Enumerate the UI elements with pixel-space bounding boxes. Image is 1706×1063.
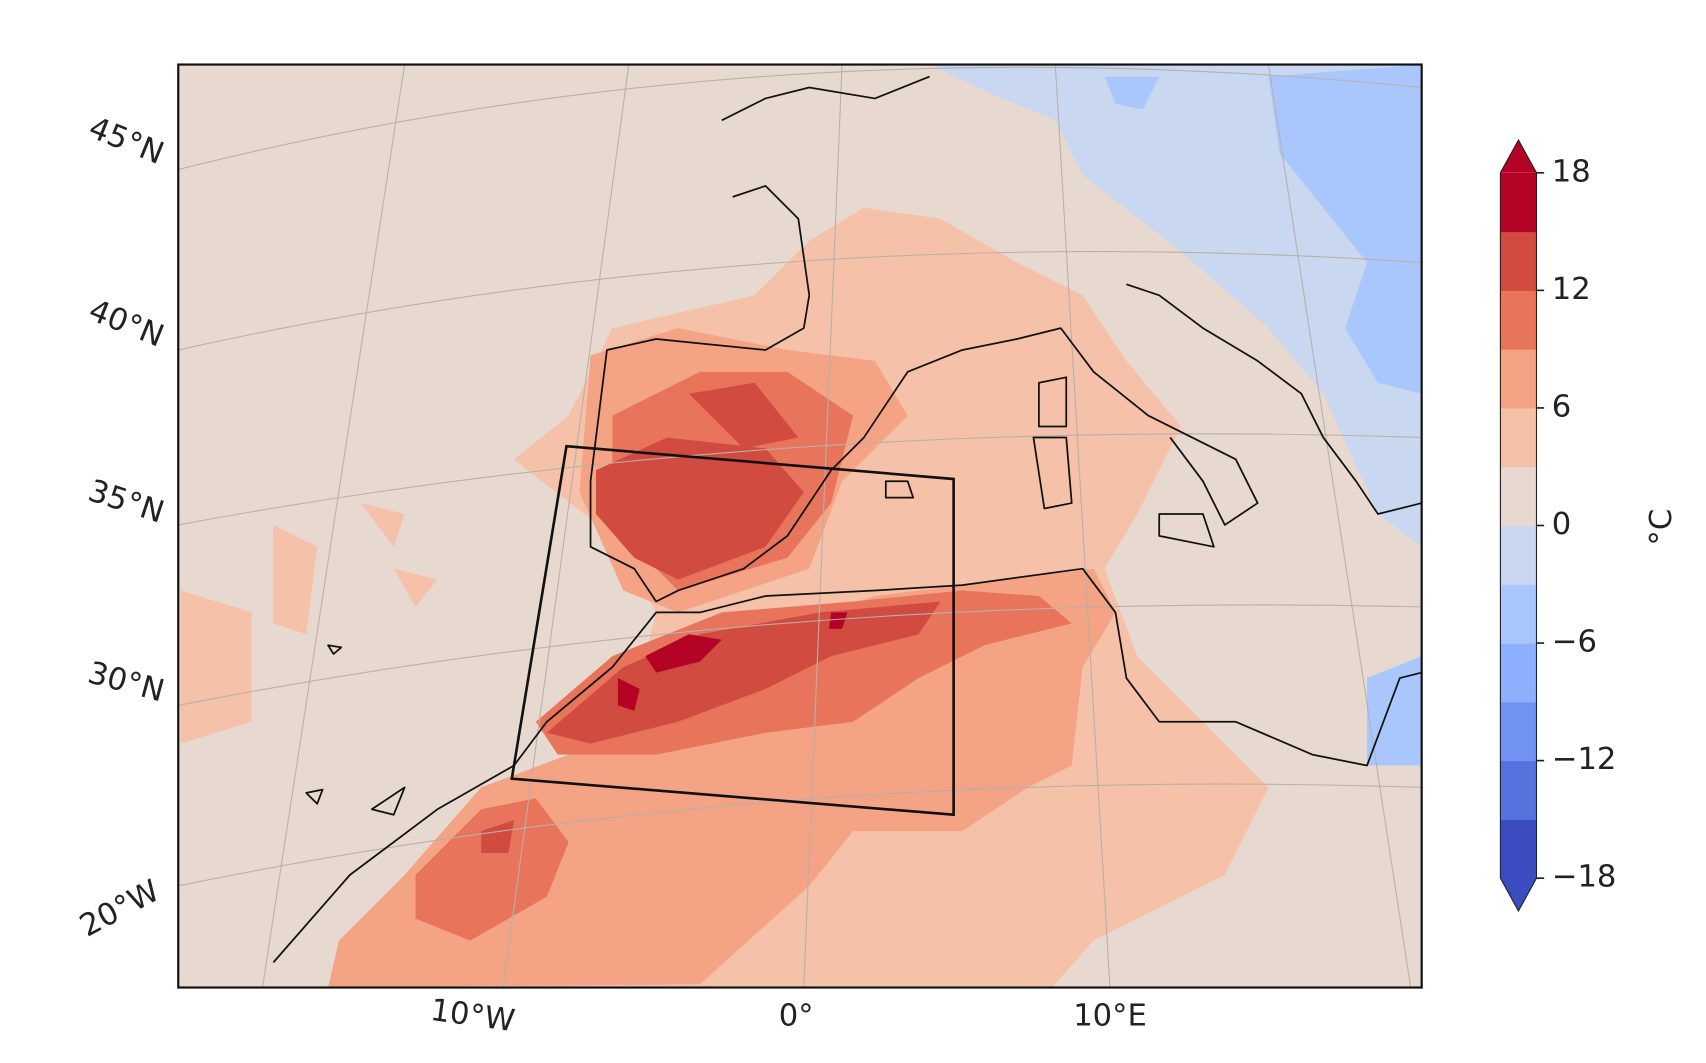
colorbar-bin (1500, 701, 1537, 762)
colorbar-bin (1500, 584, 1537, 644)
warm-area (617, 612, 848, 711)
colorbar-bin (1500, 231, 1537, 291)
colorbar-tick-label: 18 (1552, 154, 1591, 189)
map (178, 64, 1422, 988)
colorbar-tick-label: 12 (1552, 272, 1591, 307)
colorbar-tick-label: 0 (1552, 507, 1571, 542)
colorbar-tick-label: −12 (1552, 742, 1617, 777)
lon-label: 10°E (1073, 999, 1147, 1034)
coastline (305, 376, 1215, 816)
cool-area (1104, 64, 1422, 766)
coastline (589, 75, 1422, 603)
colorbar-extend (1500, 139, 1537, 173)
coastline (272, 567, 1422, 963)
colorbar-tick-label: −18 (1552, 860, 1617, 895)
colorbar-bin (1500, 760, 1537, 820)
colorbar-tick-label: −6 (1552, 625, 1597, 660)
lat-label: 20°W (74, 874, 165, 945)
cool-area (929, 64, 1422, 547)
colorbar-bin (1500, 819, 1537, 879)
warm-area (481, 382, 941, 854)
colorbar-extend (1500, 878, 1537, 911)
colorbar-bin (1500, 525, 1537, 585)
colorbar: 18 12 6 0 −6 −12 −18 (1499, 138, 1617, 913)
colorbar-bin (1500, 466, 1537, 527)
lat-label: 35°N (84, 474, 168, 531)
colorbar-bin (1500, 643, 1537, 703)
colorbar-label: °C (1644, 509, 1679, 546)
lon-label: 0° (779, 999, 814, 1034)
colorbar-bin (1500, 290, 1537, 350)
map-frame (177, 63, 1423, 989)
colorbar-bin (1500, 349, 1537, 409)
lat-label: 45°N (84, 111, 169, 172)
lat-label: 30°N (84, 656, 168, 710)
graticule (178, 66, 1422, 887)
colorbar-tick-label: 6 (1552, 389, 1571, 424)
graticule (261, 64, 1412, 988)
lon-label: 10°W (428, 993, 517, 1039)
colorbar-bin (1500, 407, 1537, 468)
lat-label: 40°N (84, 293, 169, 354)
region-box (510, 444, 955, 817)
colorbar-bin (1500, 172, 1537, 233)
